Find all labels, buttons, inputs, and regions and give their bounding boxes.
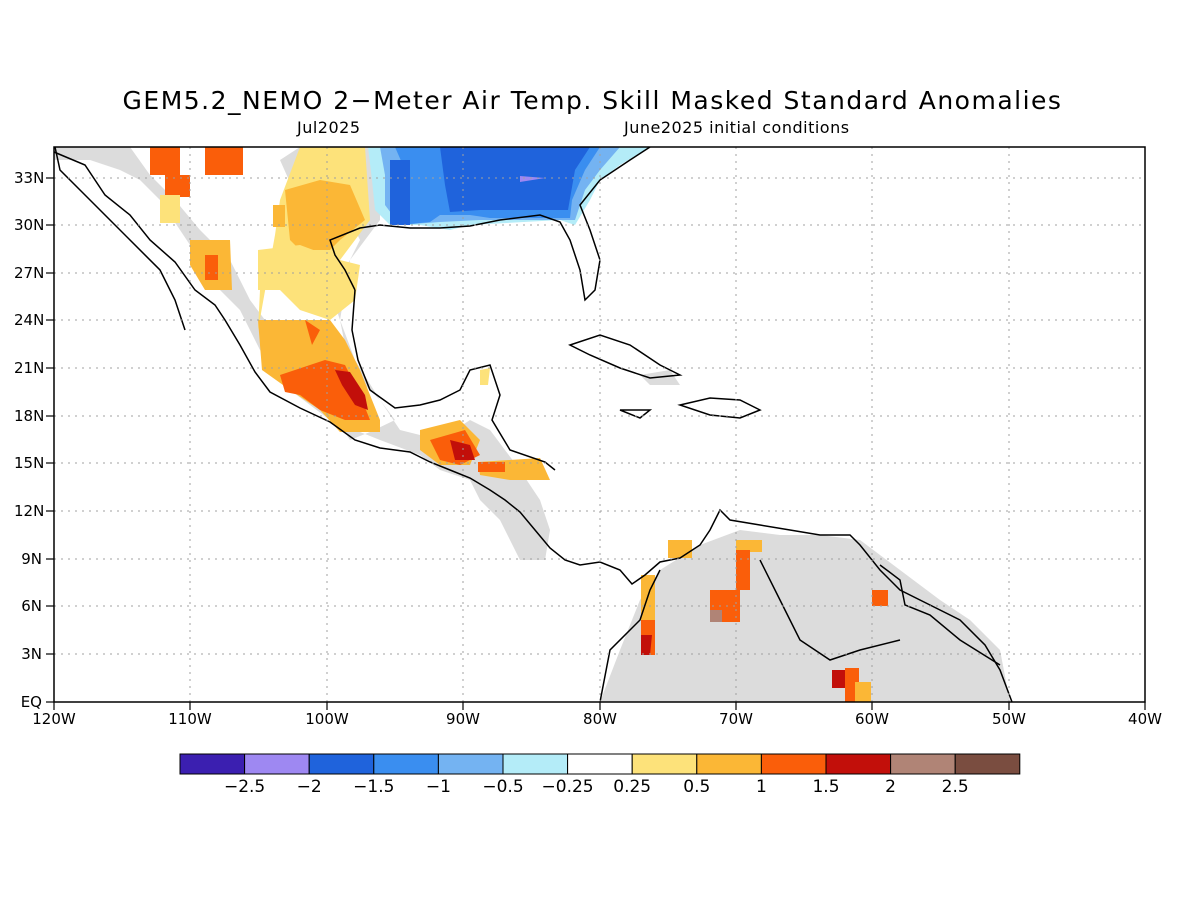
y-tick-label: 18N bbox=[14, 407, 45, 425]
initial-conditions: June2025 initial conditions bbox=[624, 118, 850, 137]
y-tick-label: 9N bbox=[21, 550, 42, 568]
colorbar-label: 2 bbox=[885, 777, 896, 797]
coastlines bbox=[54, 147, 1013, 702]
x-tick-label: 80W bbox=[583, 710, 617, 728]
colorbar-swatch bbox=[502, 753, 569, 775]
colorbar-label: −2 bbox=[296, 777, 322, 797]
colorbar-swatch bbox=[373, 753, 439, 775]
colorbar-label: 0.25 bbox=[613, 777, 652, 797]
masked-areas bbox=[54, 147, 1010, 702]
colorbar-swatch bbox=[696, 753, 762, 775]
colorbar-swatch bbox=[890, 753, 956, 775]
y-tick-label: 24N bbox=[14, 311, 45, 329]
y-tick-label: 3N bbox=[21, 645, 42, 663]
x-tick-label: 90W bbox=[446, 710, 480, 728]
colorbar-label: 0.5 bbox=[683, 777, 711, 797]
y-tick-label: 21N bbox=[14, 359, 45, 377]
colorbar-label: 1 bbox=[755, 777, 767, 797]
y-tick-label: 30N bbox=[14, 216, 45, 234]
colorbar-label: 1.5 bbox=[812, 777, 840, 797]
y-tick-label: 33N bbox=[14, 169, 45, 187]
x-tick-label: 120W bbox=[32, 710, 76, 728]
colorbar bbox=[179, 753, 1021, 775]
x-tick-label: 110W bbox=[168, 710, 212, 728]
y-tick-label: EQ bbox=[20, 693, 42, 711]
map-frame bbox=[53, 146, 1146, 703]
x-tick-label: 50W bbox=[992, 710, 1026, 728]
axis-ticks bbox=[46, 177, 1146, 710]
colorbar-label: −1.5 bbox=[353, 777, 395, 797]
x-tick-label: 60W bbox=[855, 710, 889, 728]
colorbar-swatch bbox=[760, 753, 827, 775]
x-tick-label: 40W bbox=[1128, 710, 1162, 728]
colorbar-swatch bbox=[244, 753, 310, 775]
anomaly-field bbox=[54, 147, 1010, 702]
cold-anomalies bbox=[368, 147, 650, 230]
colorbar-swatch bbox=[631, 753, 698, 775]
map-title: GEM5.2_NEMO 2−Meter Air Temp. Skill Mask… bbox=[122, 86, 1063, 115]
colorbar-swatch bbox=[825, 753, 892, 775]
colorbar-label: −2.5 bbox=[223, 777, 266, 797]
colorbar-swatch bbox=[437, 753, 504, 775]
colorbar-swatch bbox=[179, 753, 246, 775]
forecast-month: Jul2025 bbox=[297, 118, 361, 137]
y-tick-label: 6N bbox=[21, 597, 42, 615]
colorbar-label: −0.5 bbox=[482, 777, 524, 797]
colorbar-swatch bbox=[954, 753, 1021, 775]
colorbar-label: −0.25 bbox=[541, 777, 594, 797]
colorbar-label: 2.5 bbox=[941, 777, 969, 797]
colorbar-swatch bbox=[308, 753, 375, 775]
graticule bbox=[54, 147, 1145, 702]
x-tick-label: 100W bbox=[305, 710, 349, 728]
y-tick-label: 27N bbox=[14, 264, 45, 282]
warm-anomalies bbox=[150, 147, 888, 702]
x-tick-label: 70W bbox=[719, 710, 753, 728]
colorbar-label: −1 bbox=[425, 777, 451, 797]
colorbar-swatch bbox=[567, 753, 633, 775]
y-tick-label: 12N bbox=[14, 502, 45, 520]
y-tick-label: 15N bbox=[14, 454, 45, 472]
